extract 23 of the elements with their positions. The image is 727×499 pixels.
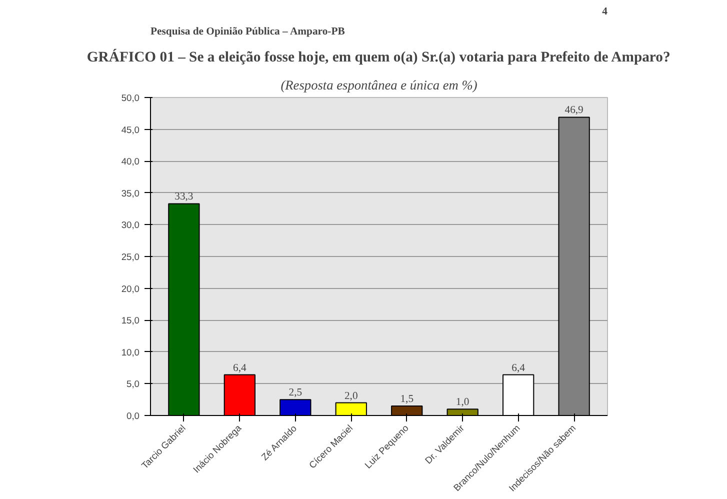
y-tick-label: 50,0: [121, 93, 140, 103]
y-tick-label: 25,0: [121, 252, 140, 262]
y-tick-label: 45,0: [121, 124, 140, 135]
y-tick-label: 0,0: [126, 411, 140, 421]
data-label: 2,5: [288, 388, 302, 399]
chart-title: GRÁFICO 01 – Se a eleição fosse hoje, em quem o(a) Sr.(a) votaria para Prefeito de Amparo?: [86, 48, 670, 66]
y-tick-label: 5,0: [126, 379, 140, 390]
text: 4: [602, 6, 608, 18]
data-label: 46,9: [564, 105, 584, 116]
data-label: 6,4: [512, 362, 526, 374]
y-tick-label: 20,0: [121, 284, 140, 294]
y-tick-label: 15,0: [121, 316, 140, 326]
data-label: 2,0: [344, 390, 358, 402]
chart-subtitle: (Resposta espontânea e única em %): [280, 78, 478, 92]
y-tick-label: 35,0: [121, 188, 140, 198]
data-label: 1,0: [456, 397, 470, 408]
y-tick-label: 40,0: [121, 156, 140, 167]
text: Pesquisa de Opinião Pública – Amparo-PB: [150, 26, 345, 38]
data-label: 1,5: [400, 394, 414, 405]
data-label: 6,4: [233, 362, 248, 374]
y-tick-label: 10,0: [121, 347, 140, 358]
y-tick-label: 30,0: [121, 220, 140, 230]
data-label: 33,3: [174, 192, 194, 203]
